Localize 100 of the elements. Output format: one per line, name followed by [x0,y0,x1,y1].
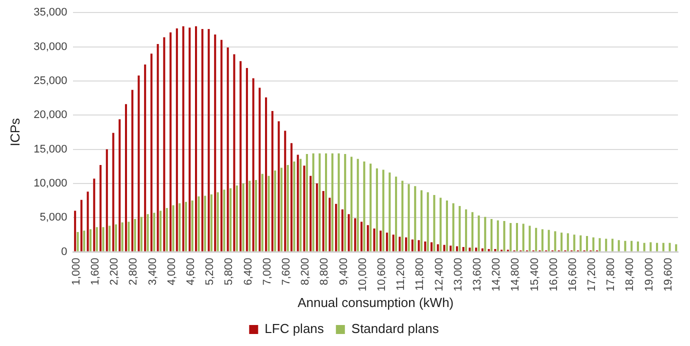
x-tick-label: 17,800 [605,258,618,292]
bar [172,205,174,252]
bar [108,226,111,252]
bar [481,248,484,252]
x-tick-label: 7,600 [280,258,293,286]
y-tick-label: 20,000 [34,109,68,122]
bar [363,162,366,252]
bar [182,26,184,252]
bar [541,229,544,252]
bar [392,234,394,252]
bar [310,176,312,252]
bar [106,149,108,252]
bar [366,225,369,252]
bar [522,224,524,252]
bar [296,154,299,252]
y-tick-label: 10,000 [34,177,68,190]
bar [261,174,264,252]
bar [316,183,318,252]
bar [560,232,563,252]
x-axis-title: Annual consumption (kWh) [298,294,454,310]
bar [668,242,671,252]
bar [592,237,594,252]
y-tick-label: 35,000 [34,6,68,19]
bar [566,233,569,252]
bar [246,68,248,252]
bar [446,200,448,252]
bar [418,240,420,252]
x-tick-label: 11,800 [414,258,426,291]
bar [74,210,76,252]
bar [118,119,121,252]
y-tick-label: 25,000 [34,74,68,87]
bar [440,198,442,252]
x-tick-label: 10,600 [376,258,388,292]
x-tick-label: 18,400 [624,258,636,292]
bar [636,242,639,252]
bar [252,78,254,252]
bar [611,238,614,252]
bar [230,188,232,252]
bar [370,164,372,252]
bar [426,192,429,252]
bar [456,246,458,252]
bar [286,164,289,252]
bar [278,121,280,252]
bar [573,234,576,252]
bar [465,209,468,252]
bar [138,75,140,252]
x-tick-label: 10,000 [356,258,369,292]
bar [331,153,334,252]
bar [318,153,321,252]
bar [306,154,308,252]
x-tick-label: 19,000 [643,258,656,292]
x-tick-label: 3,400 [146,258,159,286]
bar [376,168,378,252]
bar [650,242,652,252]
bar [178,203,181,252]
bar [436,244,439,252]
bar [191,200,194,252]
bar [198,196,200,252]
x-tick-label: 5,200 [204,258,216,286]
bar [405,237,408,252]
bar [475,248,478,252]
bar [146,214,149,252]
bar [96,227,98,252]
bar [420,190,423,252]
x-tick-label: 17,200 [586,258,598,292]
bar [443,244,446,252]
bar [112,132,114,252]
bar [242,183,244,252]
bar [290,143,293,252]
bar [328,198,331,252]
x-tick-label: 4,000 [166,258,178,286]
bar [284,130,286,252]
x-tick-label: 7,000 [261,258,274,286]
bar [100,164,102,252]
bar [424,242,426,252]
bar [462,246,464,252]
x-tick-label: 9,400 [338,258,350,286]
bar [643,242,646,252]
bar [134,218,136,252]
bar [411,239,414,252]
y-tick-label: 15,000 [34,143,68,156]
bar [548,230,550,252]
x-tick-label: 12,400 [433,258,446,292]
bar [76,232,79,252]
bar [388,172,391,252]
bar [656,242,658,252]
bar [163,37,166,252]
bar [121,222,124,252]
bar [293,162,296,252]
bar [341,209,344,252]
bar [662,242,664,252]
bar [580,235,582,252]
bar [223,190,226,252]
bar [195,26,198,252]
bar [468,248,471,252]
bar [535,228,538,252]
bar [240,61,242,252]
bar [490,218,493,252]
x-tick-label: 13,000 [452,258,464,292]
x-tick-label: 1,600 [90,258,102,286]
